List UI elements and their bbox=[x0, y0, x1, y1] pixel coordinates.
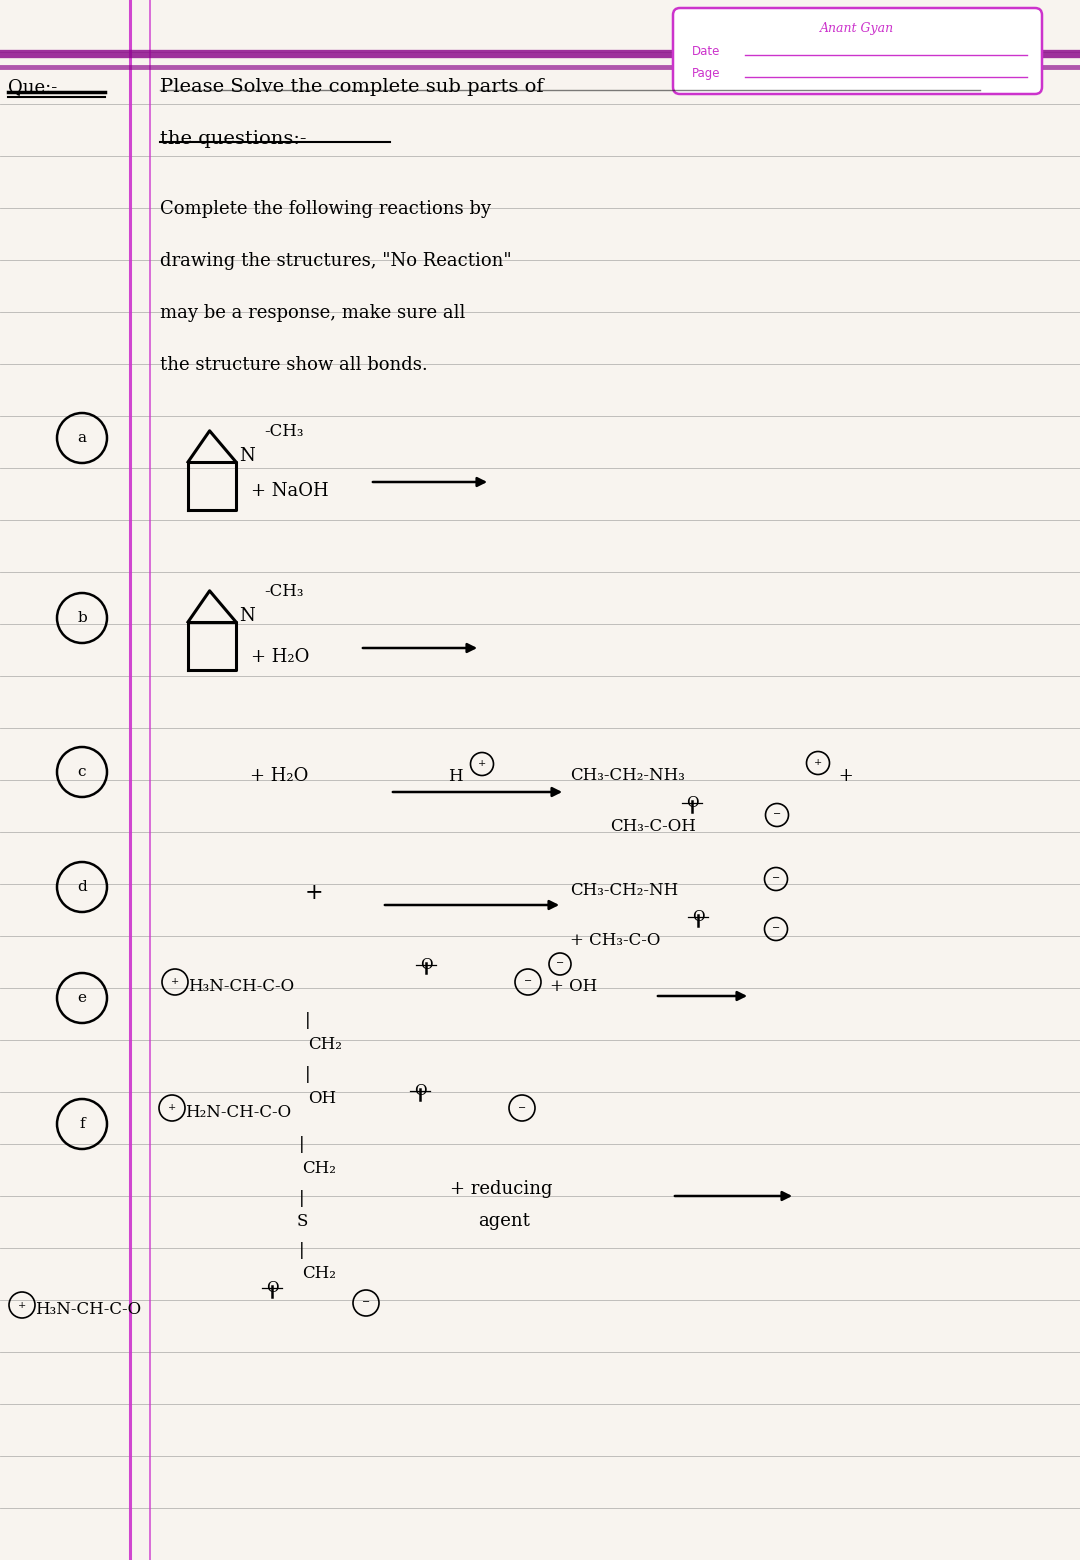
Text: the structure show all bonds.: the structure show all bonds. bbox=[160, 356, 428, 374]
FancyBboxPatch shape bbox=[673, 8, 1042, 94]
Text: |: | bbox=[299, 1190, 305, 1207]
Text: f: f bbox=[79, 1117, 85, 1131]
Text: +: + bbox=[171, 978, 179, 986]
Text: + OH: + OH bbox=[550, 978, 597, 995]
Text: +: + bbox=[814, 758, 822, 768]
Text: N: N bbox=[239, 448, 255, 465]
Text: O: O bbox=[414, 1084, 427, 1098]
Text: H: H bbox=[448, 768, 462, 785]
Text: CH₂: CH₂ bbox=[308, 1036, 342, 1053]
Text: -CH₃: -CH₃ bbox=[264, 583, 303, 601]
Text: |: | bbox=[299, 1242, 305, 1259]
Text: Please Solve the complete sub parts of: Please Solve the complete sub parts of bbox=[160, 78, 543, 97]
Text: H₃N-CH-C-O: H₃N-CH-C-O bbox=[35, 1301, 141, 1318]
Text: c: c bbox=[78, 764, 86, 778]
Text: e: e bbox=[78, 991, 86, 1005]
Text: S: S bbox=[296, 1214, 308, 1229]
Text: H₂N-CH-C-O: H₂N-CH-C-O bbox=[185, 1104, 292, 1122]
Text: Page: Page bbox=[692, 67, 720, 80]
Text: + H₂O: + H₂O bbox=[251, 647, 309, 666]
Text: −: − bbox=[556, 959, 564, 969]
Text: −: − bbox=[773, 811, 781, 819]
Text: −: − bbox=[362, 1298, 370, 1307]
Text: Que:-: Que:- bbox=[8, 78, 57, 97]
Text: b: b bbox=[77, 612, 86, 626]
Text: −: − bbox=[772, 875, 780, 883]
Text: +: + bbox=[833, 768, 854, 785]
Text: |: | bbox=[306, 1012, 311, 1030]
Text: CH₃-CH₂-NH₃: CH₃-CH₂-NH₃ bbox=[570, 768, 685, 785]
Text: CH₂: CH₂ bbox=[302, 1265, 336, 1282]
Text: -CH₃: -CH₃ bbox=[264, 423, 303, 440]
Text: +: + bbox=[167, 1103, 176, 1112]
Text: Anant Gyan: Anant Gyan bbox=[821, 22, 894, 34]
Text: −: − bbox=[518, 1103, 526, 1112]
Text: CH₃-C-OH: CH₃-C-OH bbox=[610, 817, 696, 835]
Text: |: | bbox=[306, 1065, 311, 1083]
Text: Date: Date bbox=[692, 45, 720, 58]
Text: may be a response, make sure all: may be a response, make sure all bbox=[160, 304, 465, 321]
Text: +: + bbox=[305, 881, 324, 903]
Text: + CH₃-C-O: + CH₃-C-O bbox=[570, 931, 660, 948]
Text: O: O bbox=[686, 796, 699, 810]
Text: −: − bbox=[772, 925, 780, 933]
Text: |: | bbox=[299, 1136, 305, 1153]
Text: O: O bbox=[420, 958, 432, 972]
Text: CH₂: CH₂ bbox=[302, 1161, 336, 1176]
Text: + reducing: + reducing bbox=[450, 1179, 553, 1198]
Text: H₃N-CH-C-O: H₃N-CH-C-O bbox=[188, 978, 294, 995]
Text: Complete the following reactions by: Complete the following reactions by bbox=[160, 200, 491, 218]
Text: d: d bbox=[77, 880, 86, 894]
Text: OH: OH bbox=[308, 1090, 336, 1108]
Text: O: O bbox=[691, 909, 704, 924]
Text: N: N bbox=[239, 607, 255, 626]
Text: O: O bbox=[266, 1281, 279, 1295]
Text: + H₂O: + H₂O bbox=[249, 768, 309, 785]
Text: the questions:-: the questions:- bbox=[160, 129, 307, 148]
Text: CH₃-CH₂-NH: CH₃-CH₂-NH bbox=[570, 881, 678, 899]
Text: drawing the structures, "No Reaction": drawing the structures, "No Reaction" bbox=[160, 253, 512, 270]
Text: a: a bbox=[78, 431, 86, 445]
Text: +: + bbox=[477, 760, 486, 769]
Text: +: + bbox=[18, 1301, 26, 1309]
Text: + NaOH: + NaOH bbox=[251, 482, 328, 501]
Text: −: − bbox=[524, 978, 532, 986]
Text: agent: agent bbox=[478, 1212, 530, 1229]
